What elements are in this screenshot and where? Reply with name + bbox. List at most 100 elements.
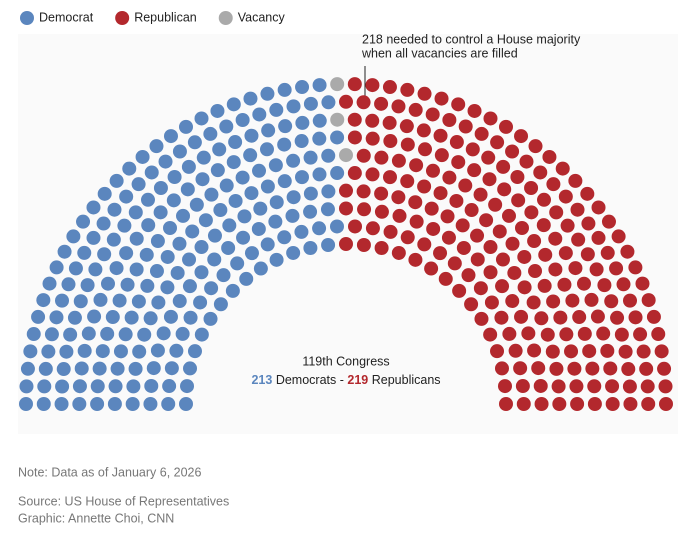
seat — [409, 158, 424, 173]
seat — [434, 148, 449, 163]
seat — [225, 283, 240, 298]
seat — [153, 180, 168, 195]
seat — [131, 177, 146, 192]
seat — [163, 309, 178, 324]
seat — [557, 277, 572, 292]
seat — [243, 91, 258, 106]
seat — [143, 397, 158, 411]
seat — [303, 96, 318, 111]
seat — [330, 166, 345, 181]
seat — [461, 268, 476, 283]
seat — [239, 271, 254, 286]
seat — [383, 170, 398, 185]
credit: Graphic: Annette Choi, CNN — [18, 511, 174, 525]
seat — [203, 126, 218, 141]
seat — [496, 159, 511, 174]
seat — [122, 161, 137, 176]
seat — [481, 150, 496, 165]
seat — [90, 379, 105, 394]
seat — [49, 310, 64, 325]
seat — [129, 262, 144, 277]
seat — [151, 295, 166, 310]
seat — [219, 119, 234, 134]
seat — [465, 142, 480, 157]
seat — [611, 229, 626, 244]
seat — [252, 107, 267, 122]
seat — [63, 327, 78, 342]
seat — [528, 139, 543, 154]
seat — [139, 247, 154, 262]
seat — [651, 327, 666, 342]
seat — [144, 165, 159, 180]
seat — [88, 262, 103, 277]
seat — [72, 379, 87, 394]
seat — [392, 208, 407, 223]
seat — [546, 294, 561, 309]
seat — [505, 294, 520, 309]
seat — [170, 265, 185, 280]
seat — [339, 183, 353, 198]
seat — [277, 174, 292, 189]
seat — [600, 343, 615, 358]
seat — [383, 224, 398, 239]
seat — [109, 261, 124, 276]
seat — [347, 77, 362, 92]
seat — [150, 234, 165, 249]
seat — [441, 230, 456, 245]
seat — [117, 218, 132, 233]
seat — [86, 230, 101, 245]
seat — [153, 205, 168, 220]
seat — [382, 80, 397, 95]
seat — [20, 361, 35, 376]
seat — [72, 397, 87, 411]
seat — [524, 180, 539, 195]
seat — [204, 187, 219, 202]
seat — [467, 163, 482, 178]
source: Source: US House of Representatives — [18, 494, 229, 508]
seat — [623, 397, 638, 411]
seat — [244, 246, 259, 261]
seat — [400, 230, 415, 245]
seat — [87, 309, 102, 324]
seat — [659, 397, 673, 411]
seat — [641, 397, 656, 411]
seat — [570, 202, 585, 217]
seat — [19, 397, 33, 411]
seat — [312, 167, 327, 182]
seat — [604, 294, 619, 309]
seat — [581, 216, 596, 231]
seat — [321, 238, 336, 253]
seat — [128, 361, 143, 376]
seat — [226, 155, 241, 170]
seat — [286, 153, 301, 168]
seat — [113, 344, 128, 359]
seat — [172, 294, 187, 309]
seat — [365, 78, 380, 93]
seat — [470, 228, 485, 243]
seat — [329, 219, 344, 234]
summary-text: Republicans — [372, 373, 441, 387]
seat — [278, 119, 293, 134]
seat — [172, 236, 187, 251]
seat — [59, 344, 74, 359]
seat — [110, 361, 125, 376]
seat — [303, 204, 318, 219]
seat — [146, 361, 161, 376]
seat — [268, 214, 283, 229]
seat — [37, 379, 52, 394]
seat — [160, 249, 175, 264]
seat — [400, 137, 415, 152]
seat — [614, 327, 629, 342]
seat — [212, 142, 227, 157]
seat — [501, 208, 516, 223]
seat — [620, 244, 635, 259]
seat — [560, 218, 575, 233]
seat — [80, 278, 95, 293]
seat — [105, 310, 120, 325]
seat — [198, 213, 213, 228]
seat — [482, 172, 497, 187]
seat — [514, 309, 529, 324]
seat — [42, 276, 57, 291]
party-seats — [19, 78, 345, 411]
seat — [577, 326, 592, 341]
